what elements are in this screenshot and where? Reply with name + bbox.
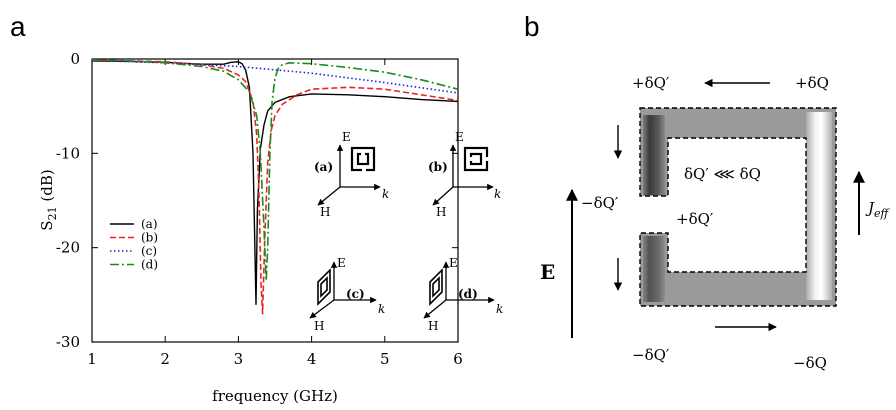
- inset-c-k: k: [378, 302, 385, 316]
- top-right-charge: +δQ: [795, 74, 829, 92]
- ring-upper-left-arm: [643, 115, 665, 195]
- x-axis-label: frequency (GHz): [212, 387, 338, 405]
- x-ticks: 1 2 3 4 5 6: [87, 59, 463, 368]
- series-line-1: [91, 60, 459, 305]
- inset-b: [432, 144, 494, 206]
- inset-b-k: k: [494, 187, 501, 201]
- series-line-2: [91, 59, 459, 315]
- plot-frame: [91, 58, 459, 343]
- top-left-charge: +δQ′: [632, 74, 670, 92]
- gap-lower-charge: +δQ′: [676, 210, 714, 228]
- j-eff-main: J: [865, 199, 875, 217]
- gap-upper-charge: −δQ′: [581, 194, 619, 212]
- y-axis-label-main: S: [38, 220, 56, 230]
- srr-inner-ring: [320, 276, 328, 298]
- x-tick-label: 6: [453, 350, 463, 368]
- inset-a-tag: (a): [314, 160, 333, 174]
- inset-c-E: E: [337, 256, 346, 270]
- srr-inner-ring: [432, 276, 440, 298]
- series-line-4: [91, 59, 459, 282]
- s21-chart: 1 2 3 4 5 6 0 -10 -20 -30 frequency (GHz) S21 (d…: [38, 50, 503, 405]
- panel-b-letter: b: [524, 11, 540, 42]
- inner-relation: δQ′ ⋘ δQ: [684, 165, 761, 183]
- inset-a-k: k: [382, 187, 389, 201]
- inset-c-H: H: [314, 319, 324, 333]
- inset-c: [309, 261, 377, 319]
- inset-c-tag: (c): [346, 287, 365, 301]
- srr-outer-ring: [463, 146, 489, 172]
- inset-d-E: E: [449, 256, 458, 270]
- series-line-3: [91, 59, 459, 94]
- y-tick-label: -30: [56, 333, 80, 351]
- x-tick-label: 3: [234, 350, 244, 368]
- bottom-right-charge: −δQ: [793, 354, 827, 372]
- x-tick-label: 2: [160, 350, 170, 368]
- srr-charge-diagram: +δQ′ +δQ −δQ′ +δQ′ δQ′ ⋘ δQ −δQ′ −δQ E J…: [540, 74, 891, 372]
- series-group: [91, 59, 459, 315]
- y-ticks: 0 -10 -20 -30: [56, 50, 458, 351]
- panel-a-letter: a: [10, 11, 26, 42]
- e-field-label: E: [540, 260, 555, 284]
- ring-lower-left-arm: [643, 236, 665, 302]
- x-tick-label: 4: [307, 350, 317, 368]
- inset-d-k: k: [496, 302, 503, 316]
- srr-outer-ring: [429, 268, 443, 306]
- y-tick-label: -10: [56, 144, 80, 162]
- inset-a-H: H: [320, 205, 330, 219]
- inset-a: [317, 144, 381, 206]
- j-eff-label: Jeff: [865, 199, 891, 220]
- inset-d-H: H: [428, 319, 438, 333]
- y-axis-label-unit: (dB): [38, 169, 56, 206]
- bottom-left-charge: −δQ′: [632, 346, 670, 364]
- ring-right-arm: [806, 112, 832, 300]
- ring-outline: [639, 107, 837, 307]
- inset-d-tag: (d): [458, 287, 478, 301]
- inset-b-E: E: [455, 130, 464, 144]
- legend-label: (b): [141, 231, 158, 245]
- inset-d: [423, 261, 495, 319]
- legend-label: (c): [141, 244, 157, 258]
- inset-b-tag: (b): [428, 160, 448, 174]
- j-eff-sub: eff: [874, 207, 891, 220]
- inset-a-E: E: [342, 130, 351, 144]
- x-tick-label: 1: [87, 350, 97, 368]
- srr-outer-ring: [317, 268, 331, 306]
- y-tick-label: 0: [70, 50, 80, 68]
- y-axis-label: S21 (dB): [38, 169, 59, 230]
- inset-b-H: H: [436, 205, 446, 219]
- y-axis-label-sub: 21: [46, 206, 59, 220]
- y-tick-label: -20: [56, 239, 80, 257]
- legend-label: (d): [141, 258, 158, 272]
- x-tick-label: 5: [380, 350, 390, 368]
- srr-outer-ring: [350, 146, 376, 172]
- legend: (a)(b)(c)(d): [110, 217, 158, 272]
- legend-label: (a): [141, 217, 158, 231]
